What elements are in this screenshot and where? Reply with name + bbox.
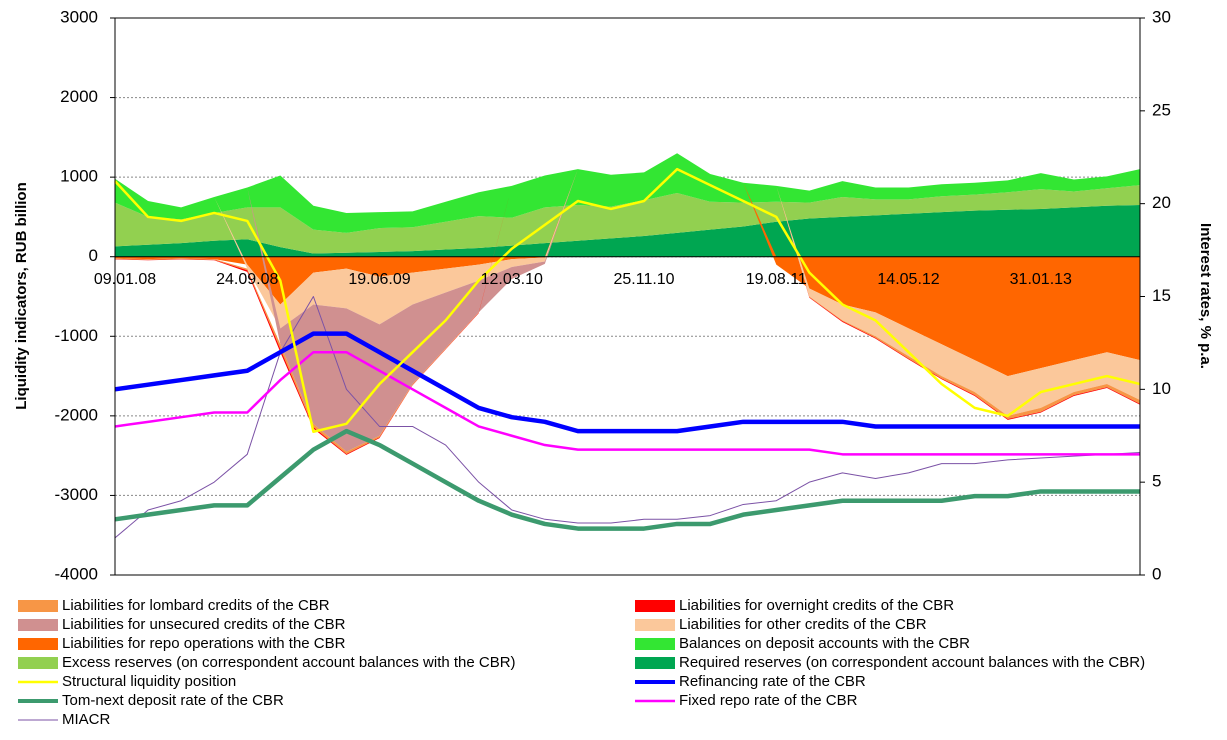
legend-label: Liabilities for lombard credits of the C… bbox=[62, 597, 330, 614]
x-tick-label: 09.01.08 bbox=[94, 271, 156, 288]
y2-tick-label: 25 bbox=[1152, 100, 1171, 119]
x-tick-label: 31.01.13 bbox=[1010, 271, 1072, 288]
y2-tick-label: 5 bbox=[1152, 472, 1161, 491]
y-tick-label: -3000 bbox=[55, 485, 98, 504]
y2-tick-label: 30 bbox=[1152, 7, 1171, 26]
x-tick-label: 24.09.08 bbox=[216, 271, 278, 288]
legend-label: Excess reserves (on correspondent accoun… bbox=[62, 654, 516, 671]
legend-label: Liabilities for repo operations with the… bbox=[62, 635, 346, 652]
legend-swatch bbox=[18, 619, 58, 631]
legend-label: Liabilities for other credits of the CBR bbox=[679, 616, 927, 633]
area bbox=[115, 185, 1140, 254]
y-tick-label: 2000 bbox=[60, 87, 98, 106]
y-axis-title: Liquidity indicators, RUB billion bbox=[13, 182, 30, 410]
line bbox=[114, 350, 1140, 456]
y2-tick-label: 15 bbox=[1152, 286, 1171, 305]
x-tick-label: 25.11.10 bbox=[613, 271, 674, 288]
y-tick-label: -1000 bbox=[55, 326, 98, 345]
y2-tick-label: 20 bbox=[1152, 193, 1171, 212]
legend-swatch bbox=[635, 619, 675, 631]
y2-axis-title: Interest rates, % p.a. bbox=[1197, 223, 1214, 369]
line bbox=[114, 331, 1140, 434]
legend-label: Fixed repo rate of the CBR bbox=[679, 692, 858, 709]
plot-frame bbox=[114, 17, 1141, 576]
legend-label: Tom-next deposit rate of the CBR bbox=[62, 692, 284, 709]
legend-swatch bbox=[635, 638, 675, 650]
y2-tick-label: 10 bbox=[1152, 379, 1171, 398]
legend-label: Balances on deposit accounts with the CB… bbox=[679, 635, 970, 652]
plot-area bbox=[114, 153, 1141, 539]
y-tick-label: 1000 bbox=[60, 167, 98, 186]
line bbox=[114, 296, 1141, 539]
line bbox=[114, 167, 1141, 434]
legend-swatch bbox=[18, 638, 58, 650]
legend-label: MIACR bbox=[62, 711, 111, 728]
area bbox=[115, 204, 1140, 257]
area bbox=[115, 153, 1140, 377]
x-tick-label: 19.08.11 bbox=[746, 271, 807, 288]
y-tick-label: 3000 bbox=[60, 7, 98, 26]
area bbox=[115, 153, 1140, 233]
legend-label: Liabilities for overnight credits of the… bbox=[679, 597, 954, 614]
legend-swatch bbox=[18, 600, 58, 612]
y-tick-label: -2000 bbox=[55, 405, 98, 424]
line bbox=[114, 428, 1140, 531]
x-tick-label: 19.06.09 bbox=[348, 271, 410, 288]
legend-label: Required reserves (on correspondent acco… bbox=[679, 654, 1145, 671]
legend-label: Refinancing rate of the CBR bbox=[679, 673, 866, 690]
legend-swatch bbox=[635, 657, 675, 669]
x-tick-label: 12.03.10 bbox=[481, 271, 543, 288]
x-tick-label: 14.05.12 bbox=[877, 271, 939, 288]
y2-tick-label: 0 bbox=[1152, 564, 1161, 583]
legend-swatch bbox=[635, 600, 675, 612]
legend-label: Liabilities for unsecured credits of the… bbox=[62, 616, 346, 633]
y-tick-label: 0 bbox=[89, 246, 98, 265]
area bbox=[115, 153, 1140, 416]
area bbox=[115, 153, 1140, 452]
y-tick-label: -4000 bbox=[55, 564, 98, 583]
legend-swatch bbox=[18, 657, 58, 669]
legend-label: Structural liquidity position bbox=[62, 673, 236, 690]
